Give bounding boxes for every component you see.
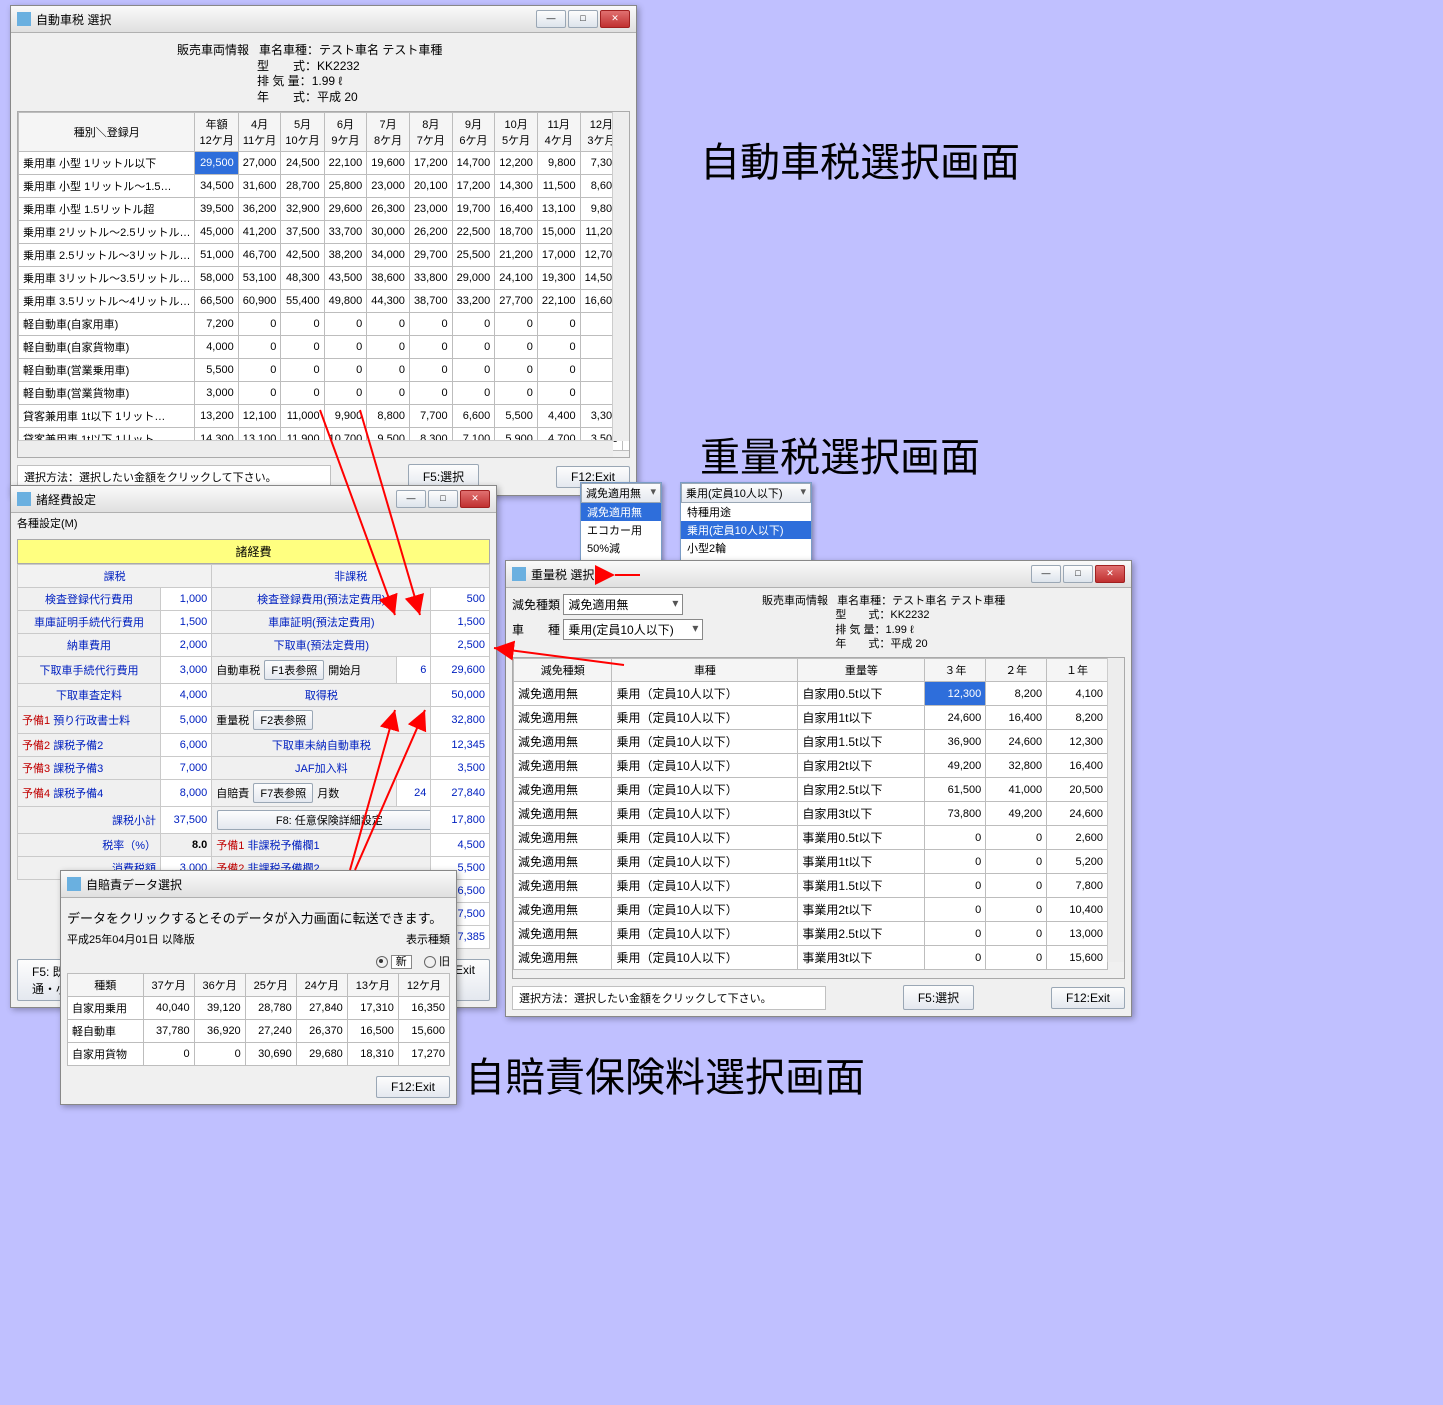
- dropdown-item[interactable]: エコカー用: [581, 521, 661, 539]
- table-row[interactable]: 減免適用無乗用（定員10人以下）事業用2.5t以下0013,000: [514, 922, 1108, 946]
- table-row[interactable]: 乗用車 小型 1リットル～1.5…34,50031,60028,70025,80…: [19, 175, 631, 198]
- jibaiseki-table[interactable]: 種類37ケ月36ケ月25ケ月24ケ月13ケ月12ケ月自家用乗用40,04039,…: [67, 973, 450, 1066]
- table-row[interactable]: 減免適用無乗用（定員10人以下）事業用1.5t以下007,800: [514, 874, 1108, 898]
- f1-ref-button[interactable]: F1表参照: [264, 660, 324, 680]
- genmen-label: 減免種類: [512, 598, 560, 612]
- close-button[interactable]: ✕: [600, 10, 630, 28]
- table-row[interactable]: 減免適用無乗用（定員10人以下）自家用3t以下73,80049,20024,60…: [514, 802, 1108, 826]
- maximize-button[interactable]: □: [1063, 565, 1093, 583]
- table-row[interactable]: 減免適用無乗用（定員10人以下）自家用1t以下24,60016,4008,200: [514, 706, 1108, 730]
- table-row[interactable]: 減免適用無乗用（定員10人以下）自家用0.5t以下12,3008,2004,10…: [514, 682, 1108, 706]
- window-auto-tax: 自動車税 選択 — □ ✕ 販売車両情報 車名車種：テスト車名 テスト車種 型 …: [10, 5, 637, 496]
- column-header: 4月11ケ月: [238, 113, 281, 152]
- table-row[interactable]: 乗用車 2.5リットル～3リットル…51,00046,70042,50038,2…: [19, 244, 631, 267]
- shashu-select[interactable]: 乗用(定員10人以下) ▾: [563, 619, 703, 640]
- table-row[interactable]: 軽自動車(営業貨物車)3,00000000000000: [19, 382, 631, 405]
- window-title: 自動車税 選択: [36, 11, 536, 28]
- minimize-button[interactable]: —: [536, 10, 566, 28]
- display-type-label: 表示種類: [406, 931, 450, 947]
- table-row[interactable]: 減免適用無乗用（定員10人以下）事業用3t以下0015,600: [514, 946, 1108, 970]
- genmen-select[interactable]: 減免適用無 ▾: [563, 594, 683, 615]
- table-row[interactable]: 減免適用無乗用（定員10人以下）自家用2.5t以下61,50041,00020,…: [514, 778, 1108, 802]
- table-row[interactable]: 減免適用無乗用（定員10人以下）自家用2t以下49,20032,80016,40…: [514, 754, 1108, 778]
- chevron-down-icon: ▾: [692, 621, 698, 635]
- table-row[interactable]: 乗用車 3リットル～3.5リットル…58,00053,10048,30043,5…: [19, 267, 631, 290]
- column-header: 年額12ケ月: [195, 113, 238, 152]
- app-icon: [17, 12, 31, 26]
- table-row[interactable]: 軽自動車(自家貨物車)4,00000000000000: [19, 336, 631, 359]
- minimize-button[interactable]: —: [1031, 565, 1061, 583]
- dropdown-item[interactable]: 50%減: [581, 539, 661, 557]
- expense-heading: 諸経費: [17, 539, 490, 564]
- table-row[interactable]: 減免適用無乗用（定員10人以下）事業用1t以下005,200: [514, 850, 1108, 874]
- chevron-down-icon: ▾: [672, 596, 678, 610]
- column-header: 種別＼登録月: [19, 113, 195, 152]
- column-header: 6月9ケ月: [324, 113, 367, 152]
- instruction-text: データをクリックするとそのデータが入力画面に転送できます。: [67, 908, 450, 927]
- caption-jibaiseki: 自賠責保険料選択画面: [465, 1045, 865, 1103]
- dropdown-item[interactable]: 減免適用無: [581, 503, 661, 521]
- window-jibaiseki: 自賠責データ選択 データをクリックするとそのデータが入力画面に転送できます。 平…: [60, 870, 457, 1105]
- tax-table[interactable]: 種別＼登録月年額12ケ月4月11ケ月5月10ケ月6月9ケ月7月8ケ月8月7ケ月9…: [18, 112, 630, 451]
- chevron-down-icon: ▾: [800, 485, 806, 501]
- table-row[interactable]: 軽自動車(営業乗用車)5,50000000000000: [19, 359, 631, 382]
- table-row[interactable]: 貸客兼用車 1t以下 1リット…13,20012,10011,0009,9008…: [19, 405, 631, 428]
- column-header: 11月4ケ月: [537, 113, 580, 152]
- f12-exit-button[interactable]: F12:Exit: [376, 1076, 450, 1098]
- table-row[interactable]: 乗用車 2リットル～2.5リットル…45,00041,20037,50033,7…: [19, 221, 631, 244]
- table-row[interactable]: 軽自動車37,78036,92027,24026,37016,50015,600: [68, 1020, 450, 1043]
- horizontal-scrollbar[interactable]: [18, 440, 613, 457]
- date-label: 平成25年04月01日 以降版: [67, 931, 195, 947]
- table-row[interactable]: 減免適用無乗用（定員10人以下）自家用1.5t以下36,90024,60012,…: [514, 730, 1108, 754]
- window-title: 重量税 選択: [531, 566, 1031, 583]
- window-weight-tax: 重量税 選択 — □ ✕ 減免種類 減免適用無 ▾ 車 種 乗用(定員10人以下…: [505, 560, 1132, 1017]
- window-title: 自賠責データ選択: [86, 876, 450, 893]
- table-row[interactable]: 減免適用無乗用（定員10人以下）事業用0.5t以下002,600: [514, 826, 1108, 850]
- vehicle-header: 販売車両情報: [177, 43, 249, 57]
- close-button[interactable]: ✕: [460, 490, 490, 508]
- radio-new[interactable]: [376, 956, 388, 968]
- dropdown-item[interactable]: 特種用途: [681, 503, 811, 521]
- table-row[interactable]: 乗用車 3.5リットル～4リットル…66,50060,90055,40049,8…: [19, 290, 631, 313]
- table-row[interactable]: 乗用車 小型 1リットル以下29,50027,00024,50022,10019…: [19, 152, 631, 175]
- app-icon: [67, 877, 81, 891]
- column-header: 10月5ケ月: [495, 113, 538, 152]
- column-header: 5月10ケ月: [281, 113, 324, 152]
- f7-ref-button[interactable]: F7表参照: [253, 783, 313, 803]
- f5-select-button[interactable]: F5:選択: [903, 985, 974, 1010]
- app-icon: [512, 567, 526, 581]
- column-header: 7月8ケ月: [367, 113, 410, 152]
- window-title: 諸経費設定: [36, 491, 396, 508]
- table-row[interactable]: 乗用車 小型 1.5リットル超39,50036,20032,90029,6002…: [19, 198, 631, 221]
- weight-tax-table[interactable]: 減免種類車種重量等３年２年１年減免適用無乗用（定員10人以下）自家用0.5t以下…: [513, 658, 1108, 970]
- radio-old[interactable]: [424, 956, 436, 968]
- caption-weight: 重量税選択画面: [700, 425, 980, 483]
- titlebar: 自動車税 選択 — □ ✕: [11, 6, 636, 33]
- f12-exit-button[interactable]: F12:Exit: [1051, 987, 1125, 1009]
- chevron-down-icon: ▾: [650, 485, 656, 501]
- footer-instruction: 選択方法：選択したい金額をクリックして下さい。: [512, 986, 826, 1010]
- vertical-scrollbar[interactable]: [612, 112, 629, 441]
- shashu-label: 車 種: [512, 623, 560, 637]
- table-row[interactable]: 自家用貨物0030,69029,68018,31017,270: [68, 1043, 450, 1066]
- maximize-button[interactable]: □: [568, 10, 598, 28]
- vertical-scrollbar[interactable]: [1107, 658, 1124, 962]
- dropdown-item[interactable]: 乗用(定員10人以下): [681, 521, 811, 539]
- table-row[interactable]: 自家用乗用40,04039,12028,78027,84017,31016,35…: [68, 997, 450, 1020]
- column-header: 8月7ケ月: [409, 113, 452, 152]
- app-icon: [17, 492, 31, 506]
- vehicle-info: 販売車両情報 車名車種：テスト車名 テスト車種 型 式：KK2232 排 気 量…: [177, 43, 630, 105]
- dropdown-item[interactable]: 小型2輪: [681, 539, 811, 557]
- maximize-button[interactable]: □: [428, 490, 458, 508]
- column-header: 9月6ケ月: [452, 113, 495, 152]
- table-row[interactable]: 減免適用無乗用（定員10人以下）事業用2t以下0010,400: [514, 898, 1108, 922]
- f8-button[interactable]: F8: 任意保険詳細設定: [217, 810, 441, 830]
- vehicle-info: 販売車両情報 車名車種：テスト車名 テスト車種 型 式：KK2232 排 気 量…: [762, 594, 1005, 651]
- table-row[interactable]: 軽自動車(自家用車)7,20000000000000: [19, 313, 631, 336]
- caption-tax: 自動車税選択画面: [700, 130, 1020, 188]
- f2-ref-button[interactable]: F2表参照: [253, 710, 313, 730]
- menu-bar[interactable]: 各種設定(M): [11, 513, 496, 533]
- minimize-button[interactable]: —: [396, 490, 426, 508]
- close-button[interactable]: ✕: [1095, 565, 1125, 583]
